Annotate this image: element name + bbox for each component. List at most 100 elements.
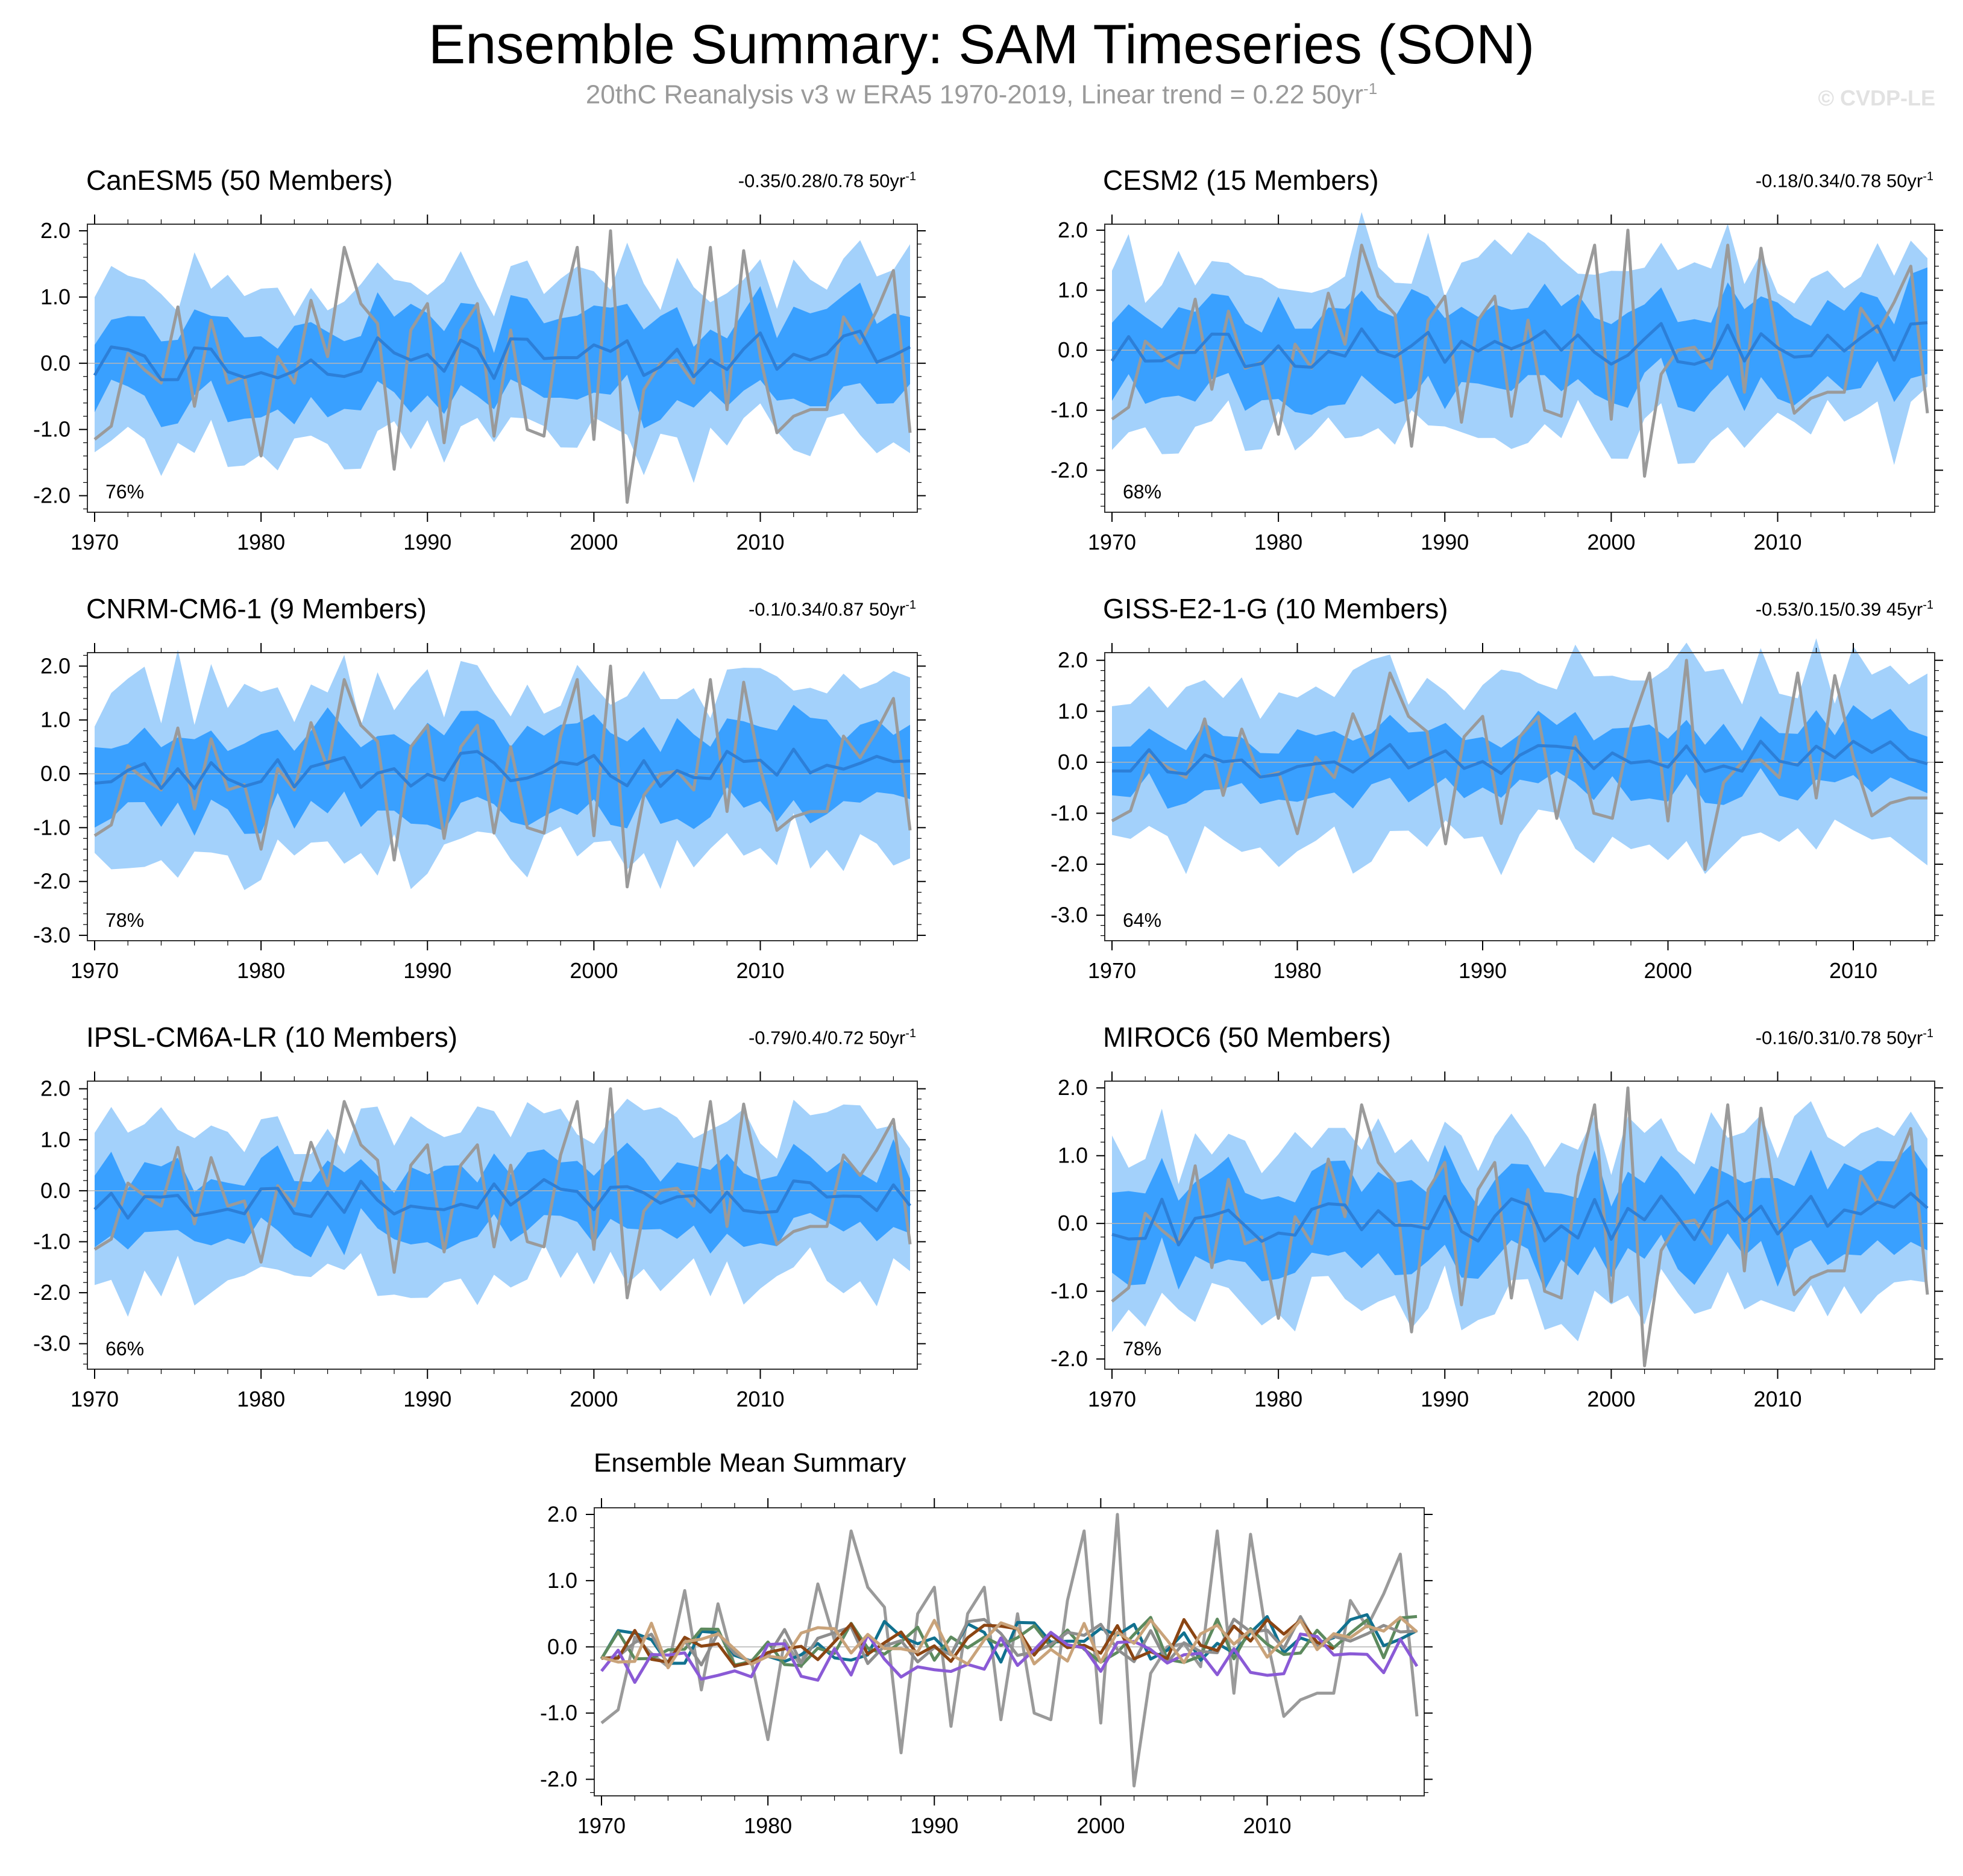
x-tick-label: 1980: [237, 958, 285, 983]
x-tick-label: 2010: [1753, 1387, 1801, 1411]
panel-title-ensemble-mean: Ensemble Mean Summary: [594, 1448, 906, 1478]
panel-stats-canesm5: -0.35/0.28/0.78 50yr-1: [738, 170, 916, 192]
y-tick-label: -3.0: [1051, 903, 1088, 927]
panel-stats-miroc6: -0.16/0.31/0.78 50yr-1: [1755, 1027, 1933, 1049]
percent-giss: 64%: [1123, 909, 1162, 931]
panel-title-giss: GISS-E2-1-G (10 Members): [1103, 593, 1448, 624]
y-tick-label: 0.0: [1058, 750, 1088, 774]
y-tick-label: 2.0: [40, 218, 71, 243]
x-tick-label: 2000: [1644, 958, 1692, 983]
plot-frame: [1104, 1081, 1935, 1370]
y-tick-label: 0.0: [547, 1634, 577, 1659]
y-tick-label: 2.0: [547, 1502, 577, 1526]
ensemble-mean-line: [1110, 321, 1928, 369]
y-tick-label: 0.0: [40, 351, 71, 375]
y-tick-label: 0.0: [1058, 1211, 1088, 1235]
x-tick-label: 2010: [736, 1387, 784, 1411]
y-tick-label: 2.0: [1058, 218, 1088, 242]
observed-line: [1111, 1086, 1929, 1367]
x-tick-label: 1970: [1088, 530, 1136, 554]
y-tick-label: 1.0: [40, 284, 71, 309]
y-tick-label: -2.0: [1051, 852, 1088, 876]
observed-line: [1111, 659, 1927, 871]
x-tick-label: 2000: [1076, 1813, 1125, 1838]
percent-cnrm: 78%: [105, 909, 145, 931]
x-tick-label: 1990: [403, 958, 451, 983]
x-tick-label: 1990: [403, 530, 451, 554]
panel-title-ipsl: IPSL-CM6A-LR (10 Members): [86, 1021, 458, 1053]
ensemble-mean-line: [1111, 1191, 1929, 1247]
percent-miroc6: 78%: [1123, 1338, 1162, 1360]
y-tick-label: -1.0: [1051, 1279, 1088, 1303]
x-tick-label: 1990: [1421, 530, 1469, 554]
inner-spread-band: [1112, 1144, 1927, 1291]
x-tick-label: 1970: [1088, 958, 1136, 983]
y-tick-label: -1.0: [33, 815, 71, 839]
subtitle: 20thC Reanalysis v3 w ERA5 1970-2019, Li…: [0, 80, 1963, 110]
plot-frame: [1104, 224, 1935, 513]
x-tick-label: 1980: [744, 1813, 792, 1838]
y-tick-label: -3.0: [33, 923, 71, 947]
x-tick-label: 2000: [1587, 530, 1635, 554]
panel-stats-cnrm: -0.1/0.34/0.87 50yr-1: [748, 598, 916, 620]
x-tick-label: 1990: [910, 1813, 958, 1838]
y-tick-label: -1.0: [540, 1701, 577, 1725]
y-tick-label: -2.0: [540, 1767, 577, 1792]
summary-line-miroc6: [601, 1616, 1418, 1669]
inner-spread-band: [95, 1139, 910, 1258]
observed-line: [93, 664, 912, 889]
observed-line: [93, 1087, 912, 1300]
x-tick-label: 1990: [1421, 1387, 1469, 1411]
x-tick-label: 2000: [1587, 1387, 1635, 1411]
ensemble-mean-line: [93, 329, 911, 381]
y-tick-label: 1.0: [40, 1127, 71, 1152]
inner-spread-band: [1112, 267, 1927, 415]
x-tick-label: 1970: [71, 958, 119, 983]
y-tick-label: 2.0: [1058, 1075, 1088, 1100]
panel-stats-giss: -0.53/0.15/0.39 45yr-1: [1755, 598, 1933, 620]
x-tick-label: 1970: [71, 530, 119, 554]
y-tick-label: 0.0: [1058, 337, 1088, 362]
main-title: Ensemble Summary: SAM Timeseries (SON): [428, 14, 1535, 75]
x-tick-label: 1980: [1254, 1387, 1302, 1411]
ensemble-mean-line: [1111, 739, 1928, 779]
y-tick-label: 1.0: [1058, 698, 1088, 723]
y-tick-label: 2.0: [40, 653, 71, 678]
observed-line: [93, 229, 912, 504]
y-tick-label: 0.0: [40, 1178, 71, 1203]
plot-frame: [594, 1507, 1425, 1796]
x-tick-label: 2010: [1753, 530, 1801, 554]
panel-stats-ipsl: -0.79/0.4/0.72 50yr-1: [748, 1027, 916, 1049]
x-tick-label: 1970: [577, 1813, 626, 1838]
panel-giss-e2-1-g: 2.0 1.0 0.0 -1.0 -2.0 -3.0 1970 1980 1990 2000 201…: [1051, 638, 1943, 983]
y-tick-label: -2.0: [1051, 457, 1088, 482]
watermark: © CVDP-LE: [1818, 86, 1935, 110]
panel-title-cnrm: CNRM-CM6-1 (9 Members): [86, 593, 427, 624]
x-tick-label: 1970: [71, 1387, 119, 1411]
y-tick-label: 1.0: [40, 707, 71, 732]
y-tick-label: -2.0: [33, 1280, 71, 1305]
panel-stats-cesm2: -0.18/0.34/0.78 50yr-1: [1755, 170, 1933, 192]
summary-line-giss-e2-1-g: [601, 1617, 1334, 1668]
ensemble-mean-line: [93, 1178, 911, 1220]
x-tick-label: 2000: [570, 1387, 618, 1411]
x-tick-label: 1980: [1254, 530, 1302, 554]
y-tick-label: -2.0: [33, 483, 71, 508]
summary-line-ipsl-cm6a-lr: [600, 1631, 1419, 1684]
y-tick-label: 1.0: [1058, 278, 1088, 303]
x-tick-label: 2010: [1829, 958, 1877, 983]
y-tick-label: 0.0: [40, 761, 71, 786]
y-tick-label: 1.0: [547, 1568, 577, 1593]
percent-cesm2: 68%: [1123, 481, 1162, 503]
subtitle-text: 20thC Reanalysis v3 w ERA5 1970-2019, Li…: [585, 80, 1364, 110]
panel-title-cesm2: CESM2 (15 Members): [1103, 165, 1379, 196]
y-tick-label: 1.0: [1058, 1143, 1088, 1168]
y-tick-label: 2.0: [40, 1076, 71, 1101]
x-tick-label: 2010: [1243, 1813, 1291, 1838]
percent-canesm5: 76%: [105, 481, 145, 503]
x-tick-label: 2000: [570, 530, 618, 554]
y-tick-label: -1.0: [1051, 398, 1088, 422]
